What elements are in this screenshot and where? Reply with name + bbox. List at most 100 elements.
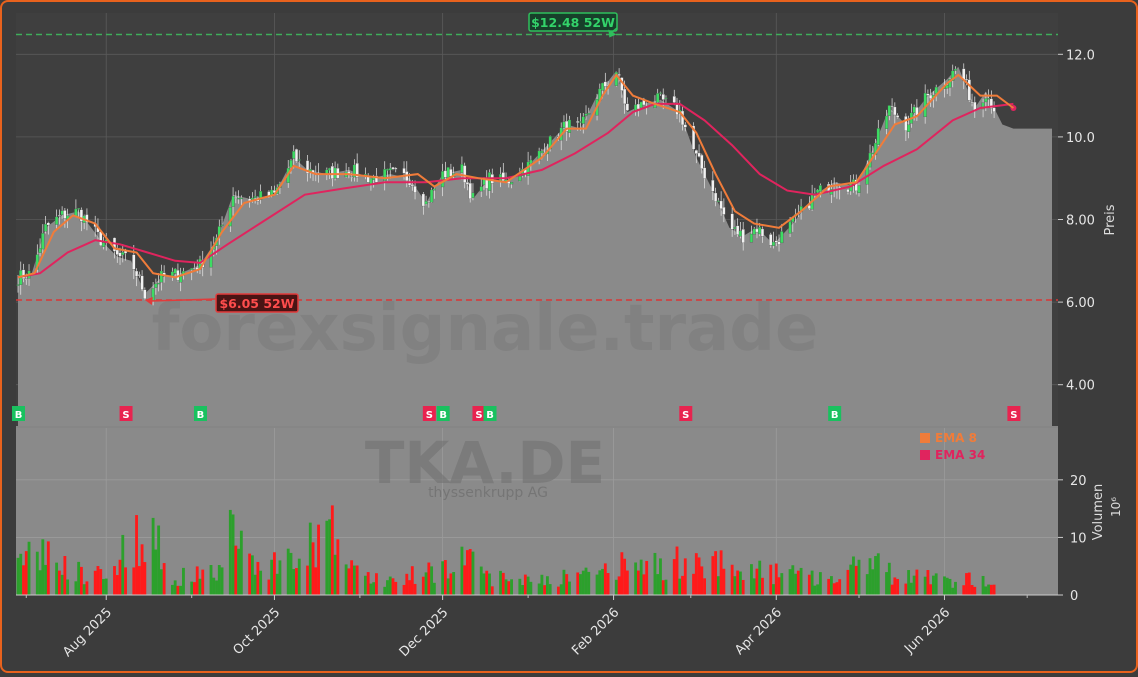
sell-signal: S <box>422 406 436 421</box>
volume-bar <box>441 561 445 595</box>
volume-bar <box>617 576 621 595</box>
volume-bar <box>410 566 414 595</box>
volume-bar <box>66 579 70 595</box>
volume-bar <box>796 570 800 595</box>
candle-body <box>984 98 988 103</box>
candle-body <box>479 186 483 192</box>
volume-bar <box>63 556 67 595</box>
volume-bar <box>543 585 547 595</box>
candle-body <box>691 125 696 150</box>
candle-body <box>967 79 971 101</box>
low-52w-annotation: $6.05 52W <box>144 293 299 313</box>
volume-bar <box>507 581 511 595</box>
candle-body <box>501 172 505 181</box>
volume-bar <box>96 566 100 595</box>
ema34-line <box>17 102 1014 279</box>
volume-bar <box>195 566 199 595</box>
volume-bar <box>449 573 453 595</box>
candle-body <box>623 88 627 105</box>
volume-bar <box>559 584 563 595</box>
volume-bar <box>943 576 946 595</box>
volume-bar <box>306 565 309 595</box>
volume-bar <box>217 565 221 595</box>
volume-bar <box>151 517 155 595</box>
volume-bar <box>79 566 83 595</box>
volume-bar <box>325 520 329 595</box>
volume-bar <box>372 582 376 595</box>
signal-letter: S <box>426 410 433 421</box>
volume-bar <box>799 567 803 595</box>
volume-bar <box>239 530 243 595</box>
volume-bar <box>408 580 411 595</box>
volume-bar <box>104 578 108 595</box>
volume-bar <box>471 551 475 595</box>
volume-bar <box>832 583 836 595</box>
volume-bar <box>656 574 660 595</box>
candle-body <box>250 197 254 200</box>
candle-body <box>463 165 467 183</box>
volume-bar <box>237 548 241 595</box>
candle-body <box>694 150 698 154</box>
candle-body <box>85 214 89 223</box>
volume-bar <box>545 576 549 595</box>
volume-bar <box>945 577 949 595</box>
sell-signal: S <box>679 406 693 421</box>
signal-letter: B <box>439 410 447 421</box>
volume-bar <box>788 569 792 595</box>
signal-letter: B <box>15 410 23 421</box>
volume-bar <box>366 572 370 595</box>
volume-bar <box>121 534 125 595</box>
candle-body <box>664 97 668 100</box>
volume-bar <box>267 579 271 595</box>
volume-bar <box>813 585 817 595</box>
volume-bar <box>430 566 434 595</box>
volume-panel <box>16 428 1058 595</box>
candle-body <box>614 72 618 86</box>
volume-bar <box>278 560 282 595</box>
volume-bar <box>143 562 147 595</box>
candle-body <box>658 92 663 94</box>
volume-axis: 0 10 20 <box>1058 474 1087 604</box>
volume-bar <box>317 524 320 595</box>
candle-body <box>581 116 585 124</box>
volume-bar <box>22 565 25 595</box>
candle-body <box>350 176 354 178</box>
candle-body <box>700 154 704 169</box>
volume-tick-label: 10 <box>1070 531 1087 546</box>
volume-bar <box>912 575 916 595</box>
candle-body <box>394 167 398 170</box>
high-52w-annotation: $12.48 52W <box>528 12 618 38</box>
volume-bar <box>499 570 502 595</box>
volume-bar <box>752 578 756 595</box>
volume-bar <box>85 581 89 595</box>
candle-body <box>46 222 50 226</box>
candle-body <box>140 275 144 290</box>
volume-bar <box>220 567 224 595</box>
volume-bar <box>896 578 900 595</box>
volume-bar <box>57 570 61 595</box>
volume-bar <box>697 557 701 595</box>
volume-bar <box>750 564 753 595</box>
candle-body <box>471 192 475 198</box>
volume-bar <box>394 581 398 595</box>
candle-body <box>41 233 45 250</box>
candle-body <box>774 240 778 243</box>
price-area <box>18 66 1052 426</box>
candle-body <box>518 176 522 182</box>
volume-bar <box>297 558 301 595</box>
volume-bar <box>967 572 971 595</box>
candle-body <box>780 231 784 244</box>
volume-bar <box>672 559 676 595</box>
volume-bar <box>620 552 624 595</box>
volume-bar <box>557 586 560 595</box>
candle-body <box>289 159 293 168</box>
volume-bar <box>598 570 602 595</box>
candle-body <box>297 159 301 161</box>
volume-bar <box>694 553 698 595</box>
volume-bar <box>989 584 993 595</box>
candle-body <box>44 223 48 232</box>
price-tick-label: 6.00 <box>1066 296 1095 311</box>
volume-bar <box>413 583 417 595</box>
volume-bar <box>352 565 356 595</box>
